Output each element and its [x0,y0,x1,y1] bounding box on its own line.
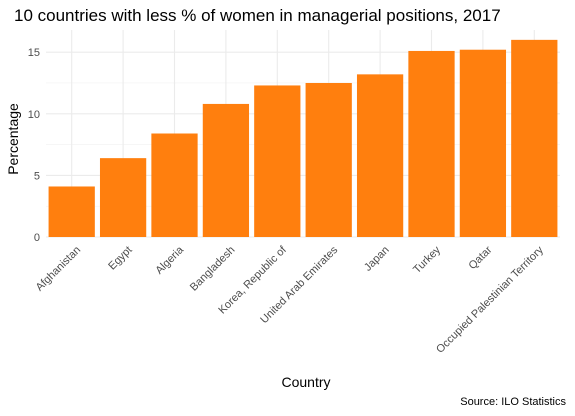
bar [408,50,455,238]
x-tick-label: Turkey [411,244,443,276]
bar [48,186,95,237]
x-tick-label: Algeria [153,243,186,276]
x-axis-title: Country [281,374,330,390]
x-tick-label: Japan [362,244,392,274]
chart-title: 10 countries with less % of women in man… [14,6,501,25]
source-caption: Source: ILO Statistics [460,396,566,408]
y-tick-label: 10 [28,109,40,121]
x-axis-ticks: Afghanistan Egypt Algeria BangladeshKorea, … [34,243,547,355]
bar [254,85,301,237]
y-axis-title: Percentage [5,103,21,175]
bar [305,82,352,237]
bar [202,103,250,237]
y-tick-label: 0 [34,232,40,244]
bar [151,133,198,237]
x-tick-label: Egypt [106,244,134,272]
x-tick-label: Occupied Palestinian Territory [434,244,546,356]
bar [459,49,507,237]
y-tick-label: 5 [34,170,40,182]
x-tick-label: Bangladesh [188,244,238,294]
bar [511,39,558,237]
x-tick-label: Afghanistan [34,244,84,294]
x-tick-label: Qatar [467,244,495,272]
bar [99,158,147,237]
y-tick-label: 15 [28,47,40,59]
bar [356,74,404,237]
bars [48,39,558,238]
y-axis-ticks: 0 5 10 15 [28,47,40,244]
